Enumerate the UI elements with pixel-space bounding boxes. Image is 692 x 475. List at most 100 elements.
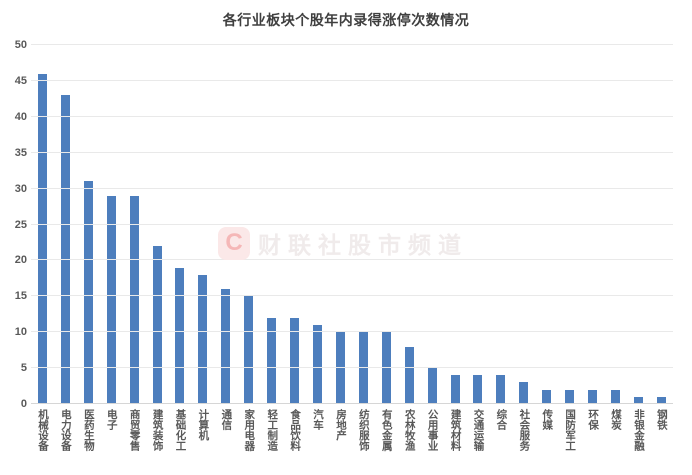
y-tick-label: 20 [14, 254, 27, 267]
gridline [31, 115, 673, 117]
bar [519, 382, 529, 404]
plot-area [31, 44, 673, 404]
x-tick-label: 机械设备 [36, 409, 49, 451]
x-slot: 农林牧渔 [398, 409, 421, 451]
bar [633, 396, 643, 404]
x-slot: 社会服务 [512, 409, 535, 451]
bar-slot [329, 45, 352, 404]
x-tick-label: 钢铁 [655, 409, 668, 430]
bar-slot [650, 45, 673, 404]
bars-row [31, 45, 673, 404]
x-slot: 轻工制造 [260, 409, 283, 451]
x-tick-label: 社会服务 [518, 409, 531, 451]
x-tick-label: 通信 [220, 409, 233, 430]
x-tick-label: 家用电器 [243, 409, 256, 451]
bar [450, 375, 460, 404]
bar-slot [535, 45, 558, 404]
x-tick-label: 纺织服饰 [357, 409, 370, 451]
x-slot: 建筑材料 [444, 409, 467, 451]
x-tick-label: 建筑装饰 [151, 409, 164, 451]
bar [129, 195, 139, 404]
x-slot: 计算机 [191, 409, 214, 451]
x-tick-label: 有色金属 [380, 409, 393, 451]
x-slot: 机械设备 [31, 409, 54, 451]
bar-slot [375, 45, 398, 404]
x-slot: 家用电器 [237, 409, 260, 451]
x-axis: 机械设备 电力设备 医药生物 电子 商贸零售 建筑装饰 基础化工 计算机 通信 家用电器 轻工制造食… [31, 409, 673, 451]
x-slot: 纺织服饰 [352, 409, 375, 451]
x-tick-label: 商贸零售 [128, 409, 141, 451]
x-slot: 综合 [489, 409, 512, 451]
x-slot: 环保 [581, 409, 604, 451]
x-tick-label: 医药生物 [82, 409, 95, 451]
x-slot: 电力设备 [54, 409, 77, 451]
x-slot: 商贸零售 [123, 409, 146, 451]
bar [221, 289, 231, 404]
x-tick-label: 交通运输 [472, 409, 485, 451]
x-tick-label: 环保 [587, 409, 600, 430]
x-slot: 国防军工 [558, 409, 581, 451]
x-tick-label: 国防军工 [564, 409, 577, 451]
y-tick-label: 45 [14, 74, 27, 87]
x-tick-label: 电子 [105, 409, 118, 430]
bar [565, 389, 575, 404]
x-axis-line [31, 403, 673, 404]
x-tick-label: 综合 [495, 409, 508, 430]
bar [60, 95, 70, 404]
x-tick-label: 煤炭 [610, 409, 623, 430]
bar-slot [214, 45, 237, 404]
bar-slot [191, 45, 214, 404]
y-axis: 0 5 10 15 20 25 30 35 40 45 50 [0, 39, 27, 410]
bar-slot [421, 45, 444, 404]
bar-slot [627, 45, 650, 404]
y-tick-label: 50 [14, 39, 27, 51]
x-tick-label: 食品饮料 [289, 409, 302, 451]
x-slot: 通信 [214, 409, 237, 451]
x-slot: 电子 [100, 409, 123, 451]
gridline [31, 151, 673, 153]
x-tick-label: 基础化工 [174, 409, 187, 451]
bar [496, 375, 506, 404]
bar [152, 246, 162, 404]
gridline [31, 79, 673, 81]
bar-slot [31, 45, 54, 404]
bar-slot [489, 45, 512, 404]
bar [106, 195, 116, 404]
x-tick-label: 轻工制造 [266, 409, 279, 451]
y-tick-label: 0 [20, 398, 27, 410]
x-slot: 房地产 [329, 409, 352, 451]
bar-slot [146, 45, 169, 404]
x-slot: 建筑装饰 [146, 409, 169, 451]
bar [290, 317, 300, 404]
x-slot: 公用事业 [421, 409, 444, 451]
bar [198, 274, 208, 404]
bar-slot [352, 45, 375, 404]
gridline [31, 223, 673, 225]
x-tick-label: 公用事业 [426, 409, 439, 451]
bar [244, 296, 254, 404]
bar [588, 389, 598, 404]
x-slot: 传媒 [535, 409, 558, 451]
bar [611, 389, 620, 404]
x-tick-label: 非银金融 [632, 409, 645, 451]
chart-title: 各行业板块个股年内录得涨停次数情况 [222, 12, 470, 28]
x-tick-label: 传媒 [541, 409, 554, 430]
y-tick-label: 40 [14, 110, 27, 123]
x-slot: 基础化工 [169, 409, 192, 451]
x-slot: 汽车 [306, 409, 329, 451]
gridline [31, 259, 673, 261]
y-tick-label: 15 [14, 290, 27, 303]
y-tick-label: 10 [14, 326, 27, 339]
bar-slot [398, 45, 421, 404]
bar-slot [467, 45, 490, 404]
bar [313, 325, 323, 404]
bar-slot [260, 45, 283, 404]
gridline [31, 187, 673, 189]
gridline [31, 295, 673, 297]
bar-slot [54, 45, 77, 404]
bar-slot [558, 45, 581, 404]
bar [267, 317, 277, 404]
x-tick-label: 电力设备 [59, 409, 72, 451]
y-tick-label: 30 [14, 182, 27, 195]
